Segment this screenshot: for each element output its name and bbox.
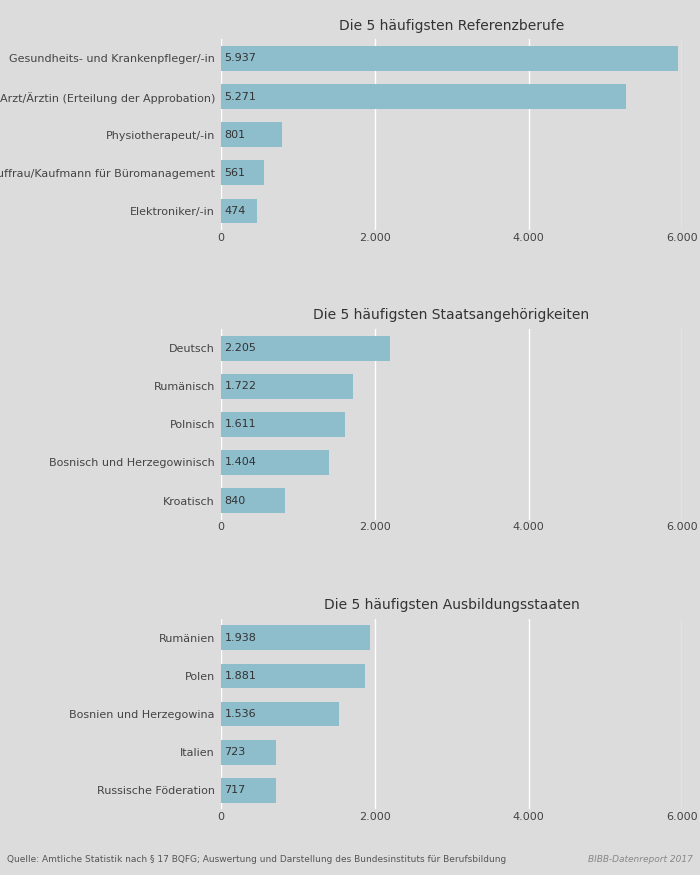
Bar [220, 160, 264, 186]
Text: Quelle: Amtliche Statistik nach § 17 BQFG; Auswertung und Darstellung des Bundes: Quelle: Amtliche Statistik nach § 17 BQF… [7, 856, 506, 864]
Text: 474: 474 [224, 206, 246, 216]
Text: 717: 717 [224, 786, 246, 795]
Bar [220, 199, 257, 223]
Bar [220, 374, 353, 399]
Title: Die 5 häufigsten Referenzberufe: Die 5 häufigsten Referenzberufe [339, 18, 564, 32]
Bar [220, 663, 365, 689]
Bar [220, 739, 276, 765]
Text: 1.722: 1.722 [224, 382, 256, 391]
Bar [220, 412, 344, 437]
Bar [220, 488, 285, 513]
Bar [220, 702, 339, 726]
Text: 1.881: 1.881 [224, 671, 256, 681]
Text: 2.205: 2.205 [224, 343, 256, 354]
Title: Die 5 häufigsten Staatsangehörigkeiten: Die 5 häufigsten Staatsangehörigkeiten [314, 308, 589, 322]
Bar [220, 46, 678, 71]
Bar [220, 626, 370, 650]
Text: 840: 840 [224, 495, 246, 506]
Text: 1.404: 1.404 [224, 458, 256, 467]
Text: 801: 801 [224, 130, 246, 140]
Text: 1.938: 1.938 [224, 633, 256, 643]
Text: 5.271: 5.271 [224, 92, 256, 102]
Text: 5.937: 5.937 [224, 53, 256, 63]
Text: BIBB-Datenreport 2017: BIBB-Datenreport 2017 [588, 856, 693, 864]
Bar [220, 336, 391, 360]
Text: 723: 723 [224, 747, 246, 757]
Bar [220, 123, 282, 147]
Text: 1.611: 1.611 [224, 419, 256, 430]
Text: 561: 561 [224, 168, 245, 178]
Bar [220, 84, 626, 109]
Title: Die 5 häufigsten Ausbildungsstaaten: Die 5 häufigsten Ausbildungsstaaten [323, 598, 580, 612]
Text: 1.536: 1.536 [224, 709, 256, 719]
Bar [220, 778, 276, 802]
Bar [220, 450, 328, 475]
